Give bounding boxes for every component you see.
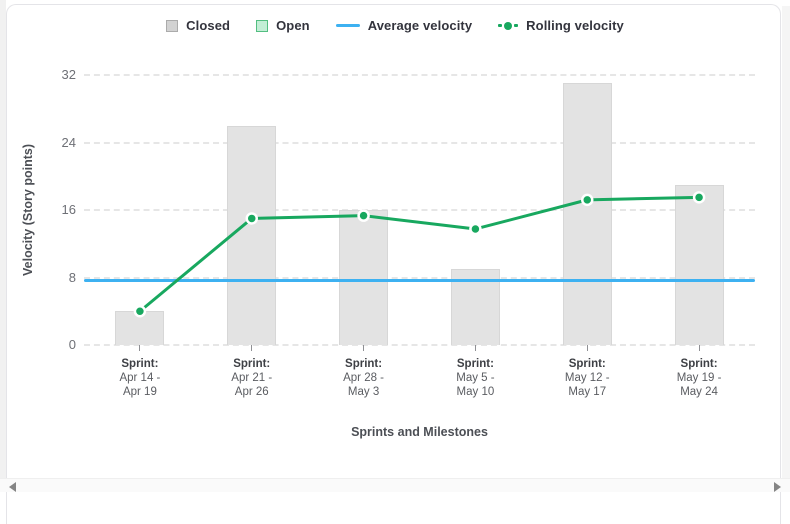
closed-swatch-icon	[166, 19, 179, 32]
window-left-gutter	[0, 0, 6, 479]
open-swatch-icon	[256, 19, 269, 32]
rolling-velocity-line	[138, 195, 700, 313]
x-category-label: Sprint: Apr 14 - Apr 19	[84, 357, 196, 399]
y-tick-label: 16	[61, 202, 76, 217]
sprint-label-date: Apr 26	[234, 386, 269, 398]
sprint-label-title: Sprint:	[456, 358, 494, 370]
sprint-label-date: May 5 -	[456, 372, 495, 384]
sprint-label-title: Sprint:	[121, 358, 159, 370]
legend-item-closed[interactable]: Closed	[166, 18, 230, 33]
y-tick-label: 24	[61, 134, 76, 150]
legend-item-average-velocity[interactable]: Average velocity	[335, 18, 473, 33]
x-category-label: Sprint: May 19 - May 24	[643, 357, 755, 399]
x-tick	[474, 345, 476, 351]
sprint-label-date: May 17	[568, 386, 607, 398]
velocity-chart: Closed Open Average velocity Rolling vel…	[0, 18, 790, 439]
rolling-velocity-mark-icon	[498, 21, 519, 30]
y-tick-label: 0	[68, 337, 76, 352]
gridline	[84, 209, 755, 211]
scroll-left-icon[interactable]	[9, 482, 16, 492]
y-tick-label: 8	[68, 269, 76, 285]
sprint-label-date: Apr 14 -	[119, 372, 161, 384]
legend-label: Average velocity	[367, 18, 473, 33]
y-tick-label: 32	[61, 67, 76, 82]
sprint-label-title: Sprint:	[568, 358, 606, 370]
sprint-label-date: May 3	[347, 386, 380, 398]
scroll-right-icon[interactable]	[774, 482, 781, 492]
x-tick	[586, 345, 588, 351]
x-category-label: Sprint: May 5 - May 10	[420, 357, 532, 399]
gridline	[84, 276, 755, 279]
closed-bar[interactable]	[227, 125, 277, 345]
average-velocity-line	[84, 279, 755, 283]
legend-label: Rolling velocity	[526, 18, 624, 33]
x-tick	[698, 345, 700, 351]
sprint-label-date: Apr 19	[122, 386, 157, 398]
vertical-scrollbar[interactable]	[782, 6, 790, 478]
legend-item-open[interactable]: Open	[256, 18, 310, 33]
x-category-label: Sprint: Apr 21 - Apr 26	[196, 357, 308, 399]
gridline	[84, 141, 755, 144]
chart-legend: Closed Open Average velocity Rolling vel…	[0, 18, 790, 33]
x-tick	[363, 345, 365, 351]
sprint-label-date: May 24	[680, 386, 718, 398]
sprint-label-title: Sprint:	[233, 358, 271, 370]
legend-label: Open	[276, 18, 310, 33]
average-velocity-line-icon	[335, 24, 360, 27]
x-axis-title: Sprints and Milestones	[351, 425, 488, 439]
x-tick	[139, 345, 141, 351]
legend-item-rolling-velocity[interactable]: Rolling velocity	[498, 18, 624, 33]
x-category-label: Sprint: Apr 28 - May 3	[308, 357, 420, 399]
gridline	[84, 74, 755, 76]
sprint-label-title: Sprint:	[680, 358, 718, 370]
closed-bar[interactable]	[339, 210, 389, 345]
x-category-label: Sprint: May 12 - May 17	[531, 357, 643, 399]
rolling-velocity-point[interactable]	[469, 222, 482, 236]
closed-bar[interactable]	[674, 184, 724, 345]
sprint-label-date: May 19 -	[676, 372, 722, 384]
sprint-label-date: May 12 -	[564, 372, 610, 384]
sprint-label-date: May 10	[456, 386, 495, 398]
gridline	[84, 344, 755, 346]
sprint-label-date: Apr 28 -	[343, 372, 385, 384]
closed-bar[interactable]	[115, 311, 165, 345]
horizontal-scrollbar[interactable]	[0, 478, 790, 492]
legend-label: Closed	[186, 18, 231, 33]
closed-bar[interactable]	[562, 83, 612, 345]
x-tick	[251, 345, 253, 351]
sprint-label-date: Apr 21 -	[231, 372, 273, 384]
sprint-label-title: Sprint:	[345, 358, 383, 370]
